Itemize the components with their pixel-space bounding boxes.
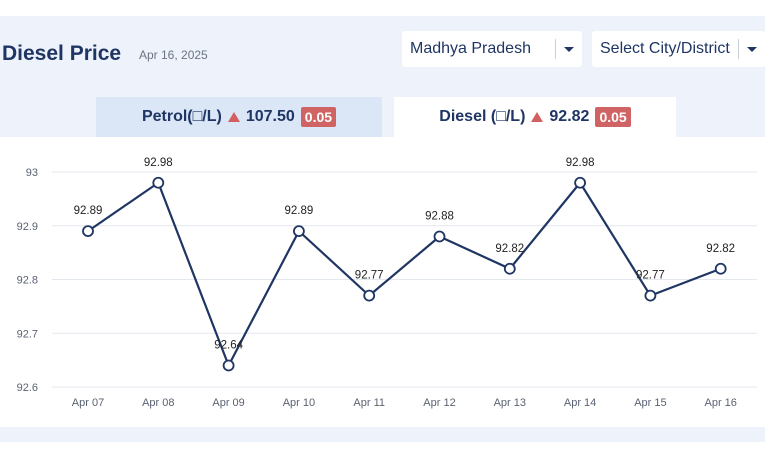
select-divider [555, 39, 556, 59]
tab-petrol[interactable]: Petrol(□/L) 107.50 0.05 [96, 97, 382, 137]
y-tick-label: 92.6 [17, 382, 38, 394]
x-tick-label: Apr 12 [423, 397, 455, 409]
x-tick-label: Apr 16 [704, 397, 736, 409]
data-point [363, 289, 376, 302]
x-tick-label: Apr 11 [353, 397, 385, 409]
page-title: Diesel Price [2, 42, 122, 65]
data-point [503, 262, 516, 275]
chevron-down-icon[interactable] [739, 46, 765, 52]
data-label: 92.88 [425, 211, 454, 223]
data-point [714, 262, 727, 275]
price-up-arrow-icon [227, 112, 240, 122]
x-tick-label: Apr 13 [494, 397, 526, 409]
data-point [292, 225, 305, 238]
data-label: 92.82 [706, 243, 735, 255]
data-point [152, 176, 165, 189]
data-label: 92.98 [144, 157, 173, 169]
tab-diesel-label: Diesel (□/L) [439, 108, 526, 125]
data-point [82, 225, 94, 238]
data-label: 92.64 [214, 340, 243, 352]
tab-petrol-label: Petrol(□/L) [141, 108, 222, 125]
data-label: 92.82 [495, 243, 524, 255]
x-tick-label: Apr 10 [283, 397, 315, 409]
price-date: Apr 16, 2025 [139, 48, 208, 62]
tab-diesel-change-badge: 0.05 [595, 107, 631, 127]
tab-diesel[interactable]: Diesel (□/L) 92.82 0.05 [394, 97, 676, 137]
data-point [222, 359, 235, 372]
chart-container: 92.6 92.7 92.8 92.9 93 Apr 07 Apr 08 Apr 09 Apr … [0, 137, 765, 427]
x-tick-label: Apr 08 [142, 397, 174, 409]
city-select[interactable]: Select City/District [592, 31, 765, 67]
data-label: 92.89 [285, 205, 314, 217]
data-label: 92.89 [74, 205, 103, 217]
x-tick-label: Apr 07 [72, 397, 104, 409]
data-label: 92.98 [566, 157, 595, 169]
chevron-down-icon[interactable] [556, 46, 582, 52]
tab-petrol-price: 107.50 [245, 108, 295, 125]
tab-diesel-price: 92.82 [549, 108, 590, 125]
y-tick-label: 92.8 [17, 275, 38, 287]
select-divider [738, 39, 739, 59]
state-select-value: Madhya Pradesh [410, 40, 531, 57]
state-select[interactable]: Madhya Pradesh [402, 31, 582, 67]
series-line [87, 181, 722, 367]
x-tick-label: Apr 09 [212, 397, 244, 409]
data-point [574, 176, 586, 189]
price-up-arrow-icon [531, 112, 544, 122]
city-select-value: Select City/District [600, 40, 730, 57]
data-label: 92.77 [355, 270, 384, 282]
x-tick-label: Apr 15 [634, 397, 666, 409]
diesel-price-line-chart: 92.6 92.7 92.8 92.9 93 Apr 07 Apr 08 Apr 09 Apr … [17, 157, 757, 409]
data-label: 92.77 [636, 270, 665, 282]
y-tick-label: 92.9 [17, 221, 38, 233]
y-tick-label: 92.7 [17, 328, 38, 340]
x-tick-label: Apr 14 [564, 397, 596, 409]
tab-petrol-change-badge: 0.05 [300, 107, 337, 127]
data-point [644, 289, 657, 302]
y-tick-label: 93 [26, 167, 38, 179]
data-point [433, 230, 446, 243]
